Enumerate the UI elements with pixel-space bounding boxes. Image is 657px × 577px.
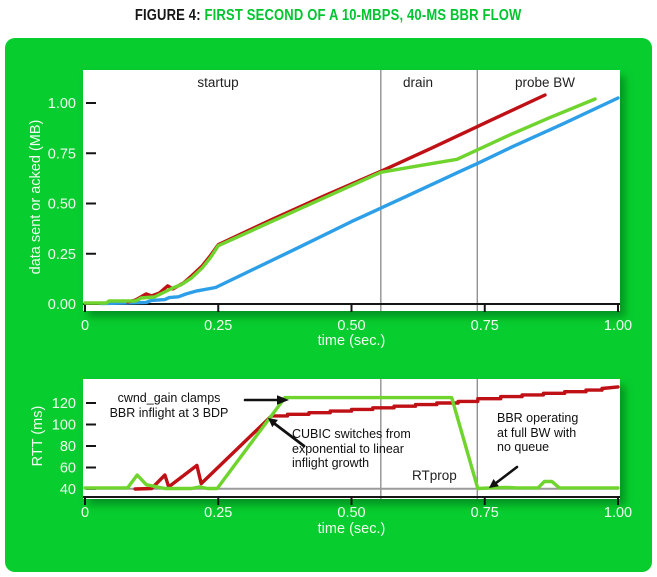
- annotation-bbr-operating: BBR operating at full BW with no queue: [497, 411, 579, 454]
- x-axis-label-bottom: time (sec.): [317, 521, 386, 537]
- figure-background: [5, 38, 652, 572]
- phase-label-drain: drain: [402, 75, 434, 90]
- figure-title-prefix: FIGURE 4:: [135, 7, 205, 24]
- phase-label-probe-bw: probe BW: [514, 75, 576, 90]
- phase-label-startup: startup: [197, 75, 239, 90]
- figure-title-main: FIRST SECOND OF A 10-MBPS, 40-MS BBR FLO…: [204, 7, 522, 24]
- annotation-rtprop: RTprop: [412, 468, 457, 483]
- annotation-cubic-switch: CUBIC switches from exponential to linea…: [292, 427, 411, 470]
- annotation-cwnd-gain: cwnd_gain clamps BBR inflight at 3 BDP: [109, 391, 229, 420]
- y-axis-label-bottom: RTT (ms): [30, 405, 46, 467]
- x-axis-label-top: time (sec.): [317, 333, 386, 349]
- y-axis-label-top: data sent or acked (MB): [28, 119, 44, 275]
- figure-title: FIGURE 4: FIRST SECOND OF A 10-MBPS, 40-…: [0, 7, 657, 25]
